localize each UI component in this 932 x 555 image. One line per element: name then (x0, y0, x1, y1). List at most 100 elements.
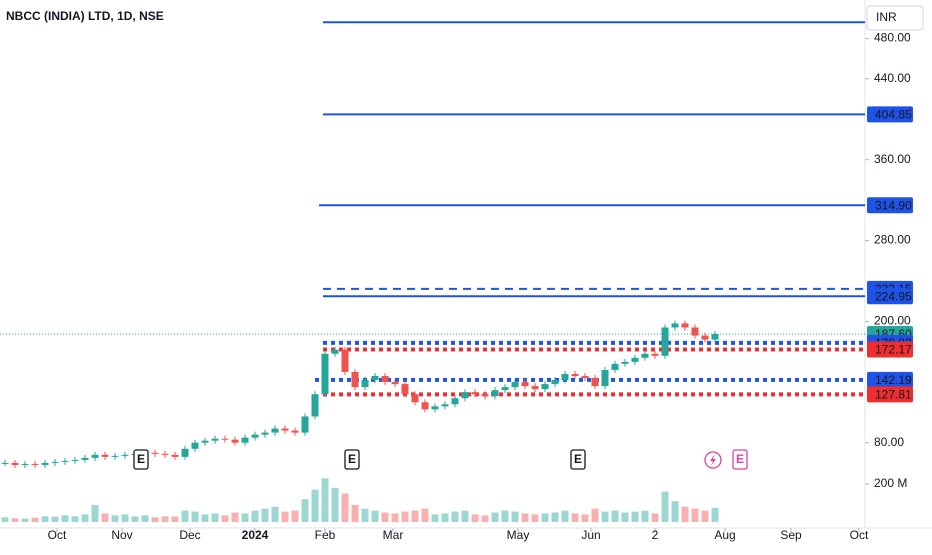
volume-bar (201, 514, 209, 522)
volume-bar (461, 510, 469, 522)
volume-bar (671, 501, 679, 522)
y-tick-label: 200.00 (874, 314, 911, 328)
volume-bar (511, 511, 519, 522)
volume-bar (401, 511, 409, 522)
candle (271, 428, 279, 433)
volume-bar (481, 515, 489, 522)
volume-bar (351, 504, 359, 522)
x-tick-label: Mar (383, 528, 404, 542)
y-tick-label: 80.00 (874, 435, 904, 449)
candle (531, 386, 539, 390)
candle (311, 394, 319, 417)
level-label-box (867, 288, 913, 305)
volume-bar (421, 508, 429, 522)
candle (11, 462, 19, 465)
x-tick-label: Dec (179, 528, 200, 542)
volume-bar (611, 510, 619, 522)
candle (381, 376, 389, 383)
x-tick-label: Feb (315, 528, 336, 542)
volume-bar (301, 499, 309, 522)
x-tick-label: May (507, 528, 530, 542)
candle (611, 363, 619, 370)
candle (521, 382, 529, 387)
candle (211, 438, 219, 441)
x-tick-label: Oct (850, 528, 869, 542)
x-tick-label: Jun (581, 528, 600, 542)
volume-bar (541, 513, 549, 522)
candle (261, 432, 269, 435)
level-label: 127.81 (875, 388, 912, 402)
volume-bar (621, 512, 629, 522)
level-label-box (867, 197, 913, 214)
candle (221, 438, 229, 440)
candle (91, 454, 99, 458)
volume-bar (711, 507, 719, 522)
x-tick-label: Nov (111, 528, 132, 542)
volume-bar (551, 512, 559, 522)
candle (701, 335, 709, 340)
candle (591, 378, 599, 387)
volume-bar (521, 513, 529, 522)
level-label: 172.17 (875, 343, 912, 357)
level-label: 224.95 (875, 289, 912, 303)
volume-bar (51, 516, 59, 522)
candle (631, 357, 639, 362)
event-marker (344, 449, 360, 470)
candle (241, 437, 249, 443)
volume-bar (31, 517, 39, 522)
candle (171, 454, 179, 457)
volume-bar (21, 518, 29, 522)
volume-bar (361, 508, 369, 522)
volume-bar (701, 510, 709, 522)
volume-bar (381, 512, 389, 522)
volume-bar (501, 510, 509, 522)
volume-bar (691, 508, 699, 522)
volume-bar (581, 514, 589, 522)
candle (301, 416, 309, 433)
candle (661, 327, 669, 356)
volume-bar (411, 510, 419, 522)
volume-bar (601, 511, 609, 522)
volume-bar (131, 516, 139, 522)
candle (61, 460, 69, 462)
candle (181, 448, 189, 457)
volume-bar (331, 487, 339, 522)
volume-bar (111, 515, 119, 522)
volume-bar (651, 513, 659, 522)
volume-bar (241, 513, 249, 522)
candle (41, 462, 49, 465)
volume-bar (471, 514, 479, 522)
volume-bar (41, 516, 49, 522)
volume-bar (681, 506, 689, 522)
candle (281, 428, 289, 431)
volume-bar (161, 516, 169, 522)
volume-bar (61, 515, 69, 522)
candle (151, 452, 159, 454)
candle (671, 323, 679, 328)
candle (21, 463, 29, 465)
candle (71, 459, 79, 461)
level-label: 404.85 (875, 108, 912, 122)
event-marker (570, 449, 586, 470)
volume-bar (231, 512, 239, 522)
dividend-icon-bolt (710, 454, 716, 466)
x-tick-label: 2024 (242, 528, 269, 542)
currency-box[interactable] (866, 5, 924, 31)
volume-bar (531, 514, 539, 522)
candle (401, 384, 409, 395)
candle (51, 461, 59, 463)
volume-bar (341, 493, 349, 522)
volume-bar (281, 511, 289, 522)
candle (451, 398, 459, 405)
level-label-box (867, 341, 913, 358)
candle (681, 323, 689, 328)
candle (201, 440, 209, 443)
candle (461, 392, 469, 399)
volume-bar (571, 513, 579, 522)
candle (711, 333, 719, 340)
candle (31, 463, 39, 465)
candle (81, 457, 89, 460)
candle (691, 327, 699, 336)
y-tick-label: 440.00 (874, 71, 911, 85)
